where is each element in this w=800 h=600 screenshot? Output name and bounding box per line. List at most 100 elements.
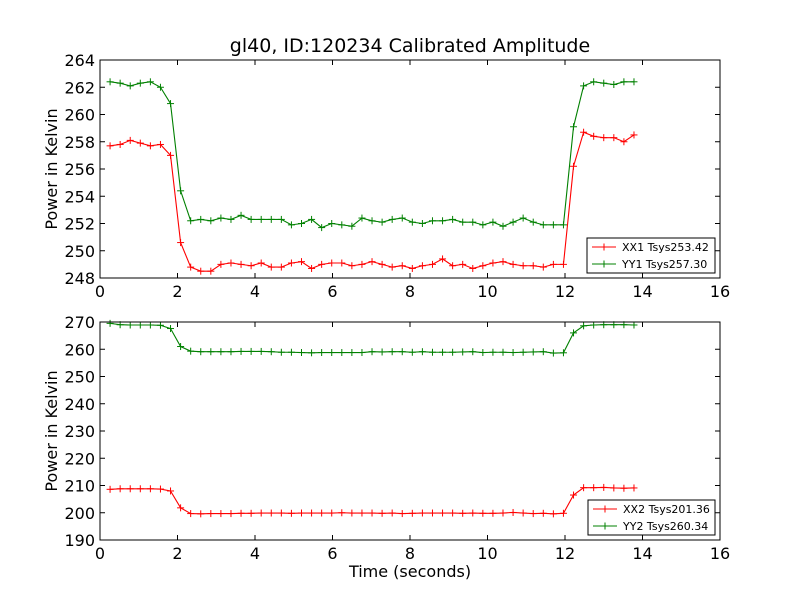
data-point [489, 509, 497, 517]
data-point [519, 214, 527, 222]
data-point [177, 187, 185, 195]
data-point [217, 510, 225, 518]
data-point [257, 215, 265, 223]
data-point [308, 264, 316, 272]
data-point [408, 348, 416, 356]
data-point [509, 349, 517, 357]
data-point [146, 485, 154, 493]
data-point [136, 79, 144, 87]
data-point [469, 348, 477, 356]
legend-entry-1: XX1 Tsys253.42 [592, 241, 709, 254]
data-point [298, 258, 305, 266]
series-1 [106, 483, 638, 518]
x-tick-label: 10 [477, 282, 497, 301]
data-point [146, 142, 154, 150]
data-point [126, 321, 134, 329]
data-point [499, 222, 507, 230]
data-point [227, 510, 235, 518]
data-point [106, 78, 114, 86]
data-point [459, 348, 467, 356]
data-point [298, 349, 305, 357]
data-point [257, 259, 265, 267]
data-point [590, 484, 598, 492]
data-point [620, 138, 628, 146]
data-point [207, 348, 215, 356]
data-point [479, 221, 487, 229]
data-point [479, 262, 487, 270]
data-point [620, 484, 628, 492]
data-point [398, 348, 406, 356]
data-point [428, 348, 436, 356]
data-point [197, 348, 205, 356]
y-tick-label: 260 [64, 106, 95, 125]
data-point [237, 211, 245, 219]
data-point [449, 509, 457, 517]
series-2 [106, 78, 638, 232]
data-point [580, 484, 588, 492]
data-point [197, 215, 205, 223]
data-point [559, 349, 567, 357]
data-point [418, 348, 426, 356]
data-point [610, 81, 618, 89]
subplot-1: 0 2 4 6 8 10 12 14 16 248 250 252 254 256 258 260 262 264… [42, 35, 730, 301]
data-point [187, 510, 195, 518]
data-point [227, 215, 235, 223]
data-point [167, 100, 175, 108]
data-point [167, 487, 175, 495]
data-point [328, 259, 336, 267]
data-point [388, 348, 396, 356]
data-point [358, 214, 366, 222]
data-point [630, 321, 638, 329]
data-point [217, 260, 225, 268]
x-tick-label: 4 [250, 282, 260, 301]
data-point [358, 260, 366, 268]
data-point [519, 262, 527, 270]
y-axis-label: Power in Kelvin [42, 108, 61, 229]
data-point [439, 509, 447, 517]
data-point [378, 348, 386, 356]
data-point [267, 509, 275, 517]
x-tick-label: 8 [405, 282, 415, 301]
y-tick-label: 248 [64, 269, 95, 288]
data-point [348, 349, 356, 357]
data-point [479, 509, 487, 517]
data-point [398, 214, 406, 222]
legend-label: YY2 Tsys260.34 [622, 520, 708, 533]
data-point [439, 255, 447, 263]
y-tick-label: 220 [64, 449, 95, 468]
data-point [630, 131, 638, 139]
x-tick-label: 12 [555, 544, 575, 563]
data-point [237, 260, 245, 268]
data-point [459, 260, 467, 268]
data-point [136, 139, 144, 147]
data-point [308, 509, 316, 517]
data-point [398, 262, 406, 270]
data-point [418, 262, 426, 270]
data-point [187, 263, 195, 271]
legend-box [587, 499, 716, 536]
data-point [529, 348, 537, 356]
x-tick-label: 12 [555, 282, 575, 301]
data-point [277, 509, 285, 517]
data-point [338, 509, 346, 517]
data-point [428, 509, 436, 517]
data-point [207, 217, 215, 225]
data-point [348, 222, 356, 230]
data-point [106, 485, 114, 493]
legend-entry-1: XX2 Tsys201.36 [593, 503, 710, 516]
data-point [247, 509, 255, 517]
data-point [539, 263, 547, 271]
data-point [509, 218, 517, 226]
data-point [600, 79, 608, 87]
data-point [126, 82, 134, 90]
data-point [630, 78, 638, 86]
data-point [388, 509, 396, 517]
data-point [318, 349, 326, 357]
x-tick-label: 2 [172, 282, 182, 301]
data-point [267, 215, 275, 223]
legend-label: XX1 Tsys253.42 [622, 241, 709, 254]
data-point [590, 321, 598, 329]
data-point [398, 510, 406, 518]
legend-label: YY1 Tsys257.30 [621, 258, 707, 271]
